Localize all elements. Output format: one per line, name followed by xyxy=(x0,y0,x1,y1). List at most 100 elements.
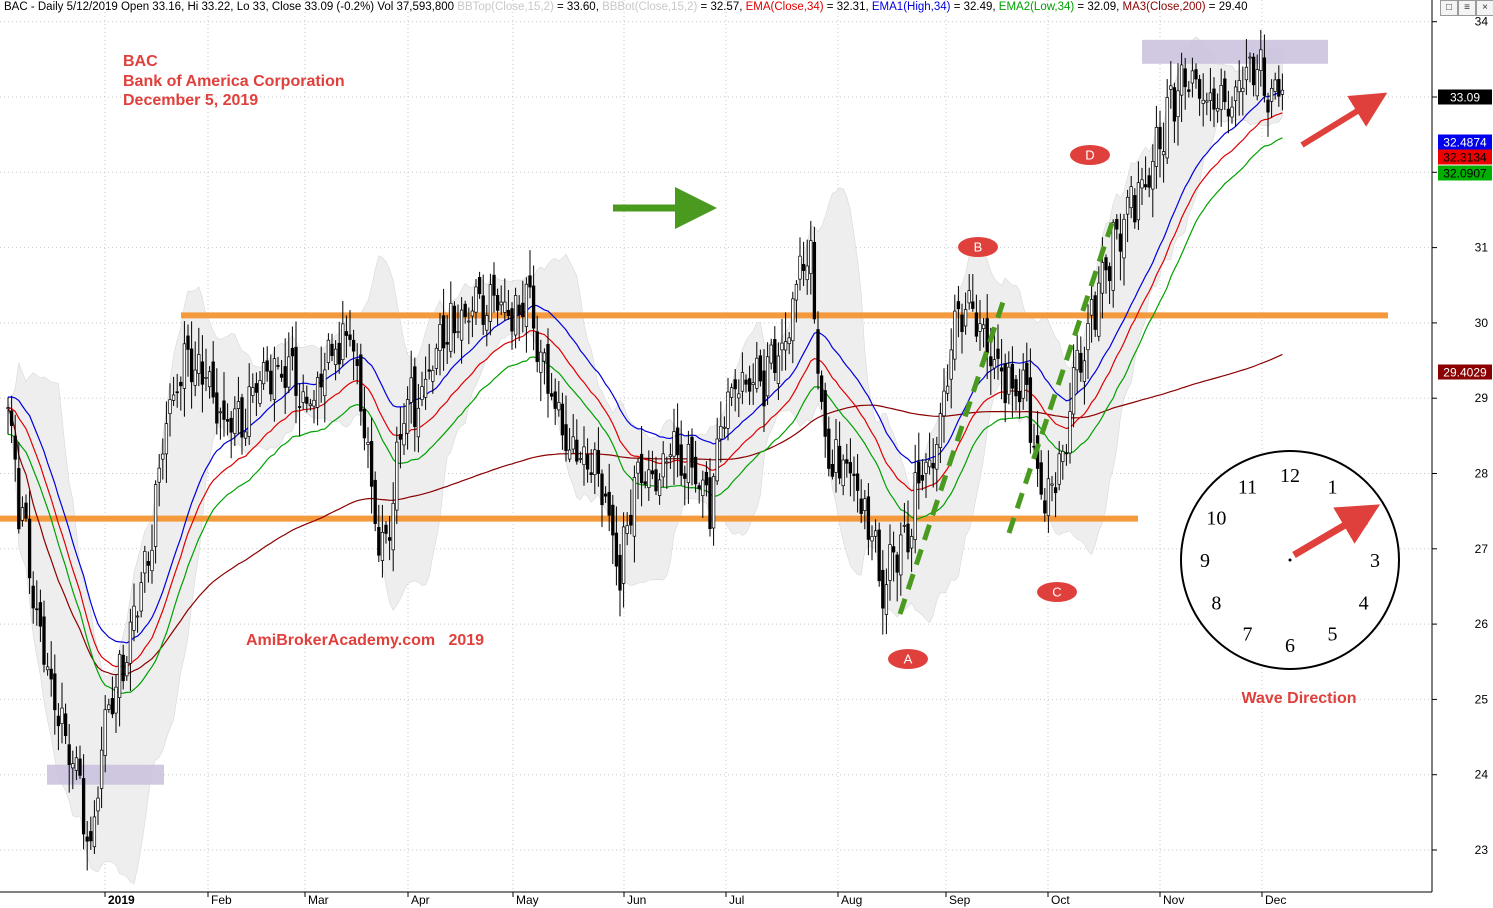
candle-body xyxy=(895,554,899,573)
candle-body xyxy=(675,427,680,456)
candle xyxy=(35,580,39,626)
clock-number-9: 9 xyxy=(1200,550,1210,572)
candle-body xyxy=(787,337,791,345)
window-menu-button[interactable]: ≡ xyxy=(1458,0,1476,16)
candle-body xyxy=(805,265,809,281)
candle-body xyxy=(891,546,896,553)
candle xyxy=(607,463,611,532)
candle-body xyxy=(1086,323,1090,351)
candle-body xyxy=(708,477,712,530)
candle-body xyxy=(117,653,122,698)
candle xyxy=(913,444,917,554)
candle-body xyxy=(866,496,871,540)
candle xyxy=(1136,161,1141,231)
candle xyxy=(830,449,835,480)
candle-body xyxy=(6,407,10,409)
candle xyxy=(229,411,233,459)
candle xyxy=(146,551,151,583)
candle-body xyxy=(49,668,53,680)
candle xyxy=(481,274,485,335)
candle-body xyxy=(629,514,633,526)
candle xyxy=(351,329,356,381)
x-tick-label: Dec xyxy=(1265,893,1286,907)
candle-body xyxy=(24,502,28,519)
candle xyxy=(1053,472,1058,518)
candle xyxy=(49,641,53,697)
candle xyxy=(27,490,32,594)
candle xyxy=(1183,57,1187,110)
candle-body xyxy=(729,387,734,398)
candle-body xyxy=(657,479,662,496)
candle xyxy=(373,471,377,532)
candle xyxy=(1219,68,1223,127)
candle-body xyxy=(1075,349,1079,371)
clock-number-3: 3 xyxy=(1370,550,1380,572)
candle-body xyxy=(359,354,363,412)
candle-body xyxy=(1165,97,1169,159)
candle xyxy=(956,285,961,338)
candle xyxy=(31,571,35,624)
candle-body xyxy=(567,449,572,460)
candle-body xyxy=(369,441,374,487)
candle-body xyxy=(1079,352,1083,373)
candle-body xyxy=(596,450,601,474)
candle xyxy=(747,365,752,405)
candle-body xyxy=(171,394,176,401)
candle xyxy=(359,343,363,426)
x-tick-label: Nov xyxy=(1163,893,1184,907)
candle-body xyxy=(143,551,147,574)
candle xyxy=(870,525,874,561)
candle xyxy=(819,370,824,410)
candle xyxy=(341,300,345,368)
candle-body xyxy=(488,284,493,322)
candle-body xyxy=(553,391,557,409)
candle-body xyxy=(67,744,71,765)
candle-body xyxy=(179,381,183,387)
candle-body xyxy=(269,370,273,395)
candle xyxy=(722,416,727,438)
candle xyxy=(859,479,863,523)
candle xyxy=(258,370,262,408)
header-bbtop-label: BBTop(Close,15,2) xyxy=(457,1,554,13)
x-tick-label: Jul xyxy=(729,893,744,907)
candle-body xyxy=(1183,68,1187,88)
candle-body xyxy=(521,302,525,318)
wave-label-C-shape xyxy=(1037,582,1077,602)
candle xyxy=(168,383,172,437)
y-tick-label: 30 xyxy=(1475,316,1489,330)
candle-body xyxy=(373,479,377,524)
candle xyxy=(1050,475,1054,502)
candle xyxy=(1273,72,1277,100)
candle xyxy=(287,332,291,394)
candle xyxy=(1093,291,1097,337)
candle xyxy=(1187,80,1191,98)
candle xyxy=(974,294,979,343)
candle xyxy=(661,441,665,488)
candle xyxy=(780,318,784,371)
candle-body xyxy=(153,484,158,547)
candle-body xyxy=(409,377,413,403)
candle-body xyxy=(20,507,25,521)
candle-body xyxy=(341,323,345,361)
candle-body xyxy=(927,459,932,468)
window-restore-button[interactable]: □ xyxy=(1440,0,1458,16)
candle xyxy=(683,465,687,506)
candle xyxy=(247,363,251,445)
candle xyxy=(197,327,201,387)
candle-body xyxy=(1215,108,1220,112)
x-tick-label: Mar xyxy=(308,893,329,907)
red-arrow-up xyxy=(1300,92,1388,148)
candle-body xyxy=(1172,87,1177,122)
candle-body xyxy=(218,411,223,414)
candle xyxy=(1165,79,1169,165)
candle xyxy=(254,372,259,417)
candle xyxy=(823,382,827,458)
candle xyxy=(744,374,748,393)
candle-body xyxy=(686,443,691,483)
candle xyxy=(427,343,431,380)
window-close-button[interactable]: × xyxy=(1476,0,1493,16)
candle-body xyxy=(9,410,14,426)
clock-number-5: 5 xyxy=(1328,624,1338,646)
candle-body xyxy=(1219,84,1223,110)
